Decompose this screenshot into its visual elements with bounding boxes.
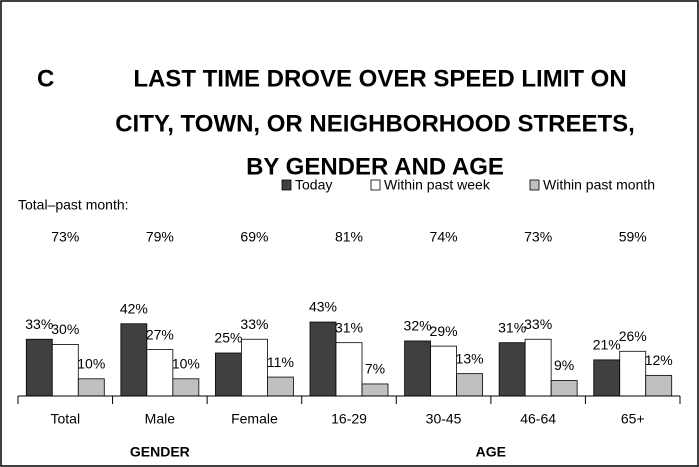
chart-title: LAST TIME DROVE OVER SPEED LIMIT ON bbox=[133, 65, 626, 92]
x-tick-label: Total bbox=[50, 411, 80, 427]
x-tick-label: 16-29 bbox=[331, 411, 367, 427]
bar bbox=[593, 359, 621, 397]
bar bbox=[456, 373, 483, 397]
totals-label: Total–past month: bbox=[18, 197, 129, 213]
chart-title: BY GENDER AND AGE bbox=[246, 153, 504, 180]
total-label: 73% bbox=[51, 229, 79, 245]
value-label: 30% bbox=[51, 321, 79, 337]
x-tick-label: Female bbox=[231, 411, 278, 427]
total-label: 81% bbox=[335, 229, 363, 245]
x-tick-label: 30-45 bbox=[426, 411, 462, 427]
value-label: 26% bbox=[619, 328, 647, 344]
value-label: 11% bbox=[267, 354, 294, 370]
bar bbox=[550, 380, 578, 397]
value-label: 7% bbox=[365, 361, 385, 377]
bar bbox=[361, 383, 389, 397]
bar bbox=[335, 342, 363, 397]
panel-letter: C bbox=[37, 65, 54, 92]
value-label: 33% bbox=[25, 316, 53, 332]
bar bbox=[267, 376, 294, 397]
bar bbox=[430, 345, 457, 397]
chart-title: CITY, TOWN, OR NEIGHBORHOOD STREETS, bbox=[115, 110, 635, 137]
value-label: 21% bbox=[593, 337, 621, 353]
value-label: 33% bbox=[524, 316, 552, 332]
x-tick-label: 65+ bbox=[621, 411, 645, 427]
value-label: 32% bbox=[404, 318, 432, 334]
value-label: 25% bbox=[214, 330, 242, 346]
bar bbox=[172, 378, 200, 397]
total-label: 69% bbox=[240, 229, 268, 245]
x-tick-label: Male bbox=[145, 411, 176, 427]
legend-label: Within past week bbox=[384, 177, 491, 193]
legend-label: Within past month bbox=[543, 177, 655, 193]
value-label: 42% bbox=[120, 300, 148, 316]
total-label: 59% bbox=[619, 229, 647, 245]
bar bbox=[524, 338, 552, 397]
bar bbox=[146, 349, 174, 397]
value-label: 13% bbox=[456, 350, 484, 366]
bar bbox=[77, 378, 105, 397]
bar bbox=[215, 352, 242, 397]
group-label: GENDER bbox=[130, 444, 190, 460]
value-label: 29% bbox=[430, 323, 458, 339]
value-label: 10% bbox=[77, 356, 105, 372]
total-label: 74% bbox=[430, 229, 458, 245]
total-label: 73% bbox=[524, 229, 552, 245]
legend-swatch bbox=[529, 179, 540, 191]
legend-swatch bbox=[370, 179, 381, 191]
group-label: AGE bbox=[476, 444, 506, 460]
bar bbox=[498, 342, 526, 397]
value-label: 9% bbox=[554, 357, 574, 373]
bar bbox=[241, 338, 268, 397]
value-label: 12% bbox=[645, 352, 673, 368]
bar bbox=[309, 321, 337, 397]
legend-label: Today bbox=[295, 177, 332, 193]
value-label: 31% bbox=[498, 319, 526, 335]
value-label: 31% bbox=[335, 319, 363, 335]
legend-swatch bbox=[281, 179, 292, 191]
value-label: 33% bbox=[240, 316, 268, 332]
bar bbox=[25, 338, 53, 397]
bar bbox=[120, 323, 148, 397]
bar bbox=[51, 343, 79, 397]
total-label: 79% bbox=[146, 229, 174, 245]
x-tick-label: 46-64 bbox=[520, 411, 556, 427]
value-label: 10% bbox=[172, 356, 200, 372]
value-label: 27% bbox=[146, 326, 174, 342]
bar bbox=[619, 350, 647, 397]
bar bbox=[404, 340, 431, 397]
bar bbox=[645, 374, 673, 397]
value-label: 43% bbox=[309, 299, 337, 315]
